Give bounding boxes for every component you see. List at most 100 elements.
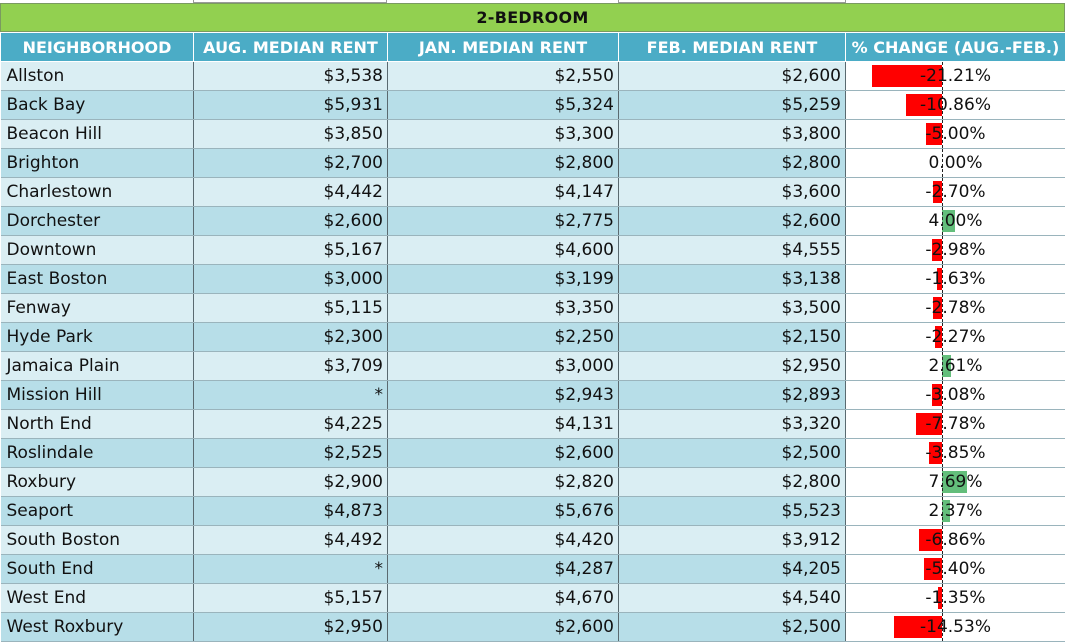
aug-rent-cell[interactable]: $4,442 [194,178,388,207]
feb-rent-cell[interactable]: $3,138 [619,265,846,294]
percent-change-cell[interactable]: -10.86% [846,91,1065,120]
aug-rent-cell[interactable]: $2,900 [194,468,388,497]
neighborhood-cell[interactable]: West End [1,584,194,613]
aug-rent-cell[interactable]: $5,157 [194,584,388,613]
aug-rent-cell[interactable]: $4,225 [194,410,388,439]
feb-rent-cell[interactable]: $2,950 [619,352,846,381]
jan-rent-cell[interactable]: $2,600 [388,613,619,642]
neighborhood-cell[interactable]: Brighton [1,149,194,178]
aug-rent-cell[interactable]: $3,850 [194,120,388,149]
jan-rent-cell[interactable]: $4,131 [388,410,619,439]
jan-rent-cell[interactable]: $4,670 [388,584,619,613]
header-percent-change[interactable]: % CHANGE (AUG.-FEB.) [846,33,1065,62]
feb-rent-cell[interactable]: $2,893 [619,381,846,410]
neighborhood-cell[interactable]: North End [1,410,194,439]
header-jan-median-rent[interactable]: JAN. MEDIAN RENT [388,33,619,62]
jan-rent-cell[interactable]: $5,324 [388,91,619,120]
feb-rent-cell[interactable]: $3,320 [619,410,846,439]
jan-rent-cell[interactable]: $2,820 [388,468,619,497]
aug-rent-cell[interactable]: $5,167 [194,236,388,265]
neighborhood-cell[interactable]: Seaport [1,497,194,526]
jan-rent-cell[interactable]: $3,199 [388,265,619,294]
feb-rent-cell[interactable]: $3,500 [619,294,846,323]
neighborhood-cell[interactable]: Beacon Hill [1,120,194,149]
percent-change-cell[interactable]: 0.00% [846,149,1065,178]
percent-change-cell[interactable]: -2.98% [846,236,1065,265]
feb-rent-cell[interactable]: $4,205 [619,555,846,584]
feb-rent-cell[interactable]: $3,800 [619,120,846,149]
percent-change-cell[interactable]: -1.63% [846,265,1065,294]
percent-change-cell[interactable]: -2.70% [846,178,1065,207]
feb-rent-cell[interactable]: $2,600 [619,207,846,236]
percent-change-cell[interactable]: -5.00% [846,120,1065,149]
neighborhood-cell[interactable]: South Boston [1,526,194,555]
feb-rent-cell[interactable]: $3,600 [619,178,846,207]
aug-rent-cell[interactable]: $3,538 [194,62,388,91]
aug-rent-cell[interactable]: $2,600 [194,207,388,236]
feb-rent-cell[interactable]: $5,259 [619,91,846,120]
jan-rent-cell[interactable]: $2,943 [388,381,619,410]
jan-rent-cell[interactable]: $2,800 [388,149,619,178]
neighborhood-cell[interactable]: Charlestown [1,178,194,207]
feb-rent-cell[interactable]: $5,523 [619,497,846,526]
percent-change-cell[interactable]: 7.69% [846,468,1065,497]
feb-rent-cell[interactable]: $2,150 [619,323,846,352]
aug-rent-cell[interactable]: $4,873 [194,497,388,526]
feb-rent-cell[interactable]: $2,800 [619,149,846,178]
percent-change-cell[interactable]: -7.78% [846,410,1065,439]
neighborhood-cell[interactable]: Allston [1,62,194,91]
aug-rent-cell[interactable]: * [194,555,388,584]
percent-change-cell[interactable]: 2.61% [846,352,1065,381]
neighborhood-cell[interactable]: Roslindale [1,439,194,468]
percent-change-cell[interactable]: -6.86% [846,526,1065,555]
percent-change-cell[interactable]: -2.27% [846,323,1065,352]
jan-rent-cell[interactable]: $4,600 [388,236,619,265]
neighborhood-cell[interactable]: Back Bay [1,91,194,120]
feb-rent-cell[interactable]: $4,540 [619,584,846,613]
jan-rent-cell[interactable]: $4,147 [388,178,619,207]
aug-rent-cell[interactable]: $2,700 [194,149,388,178]
jan-rent-cell[interactable]: $4,287 [388,555,619,584]
feb-rent-cell[interactable]: $2,800 [619,468,846,497]
aug-rent-cell[interactable]: $5,115 [194,294,388,323]
neighborhood-cell[interactable]: South End [1,555,194,584]
percent-change-cell[interactable]: 4.00% [846,207,1065,236]
jan-rent-cell[interactable]: $4,420 [388,526,619,555]
aug-rent-cell[interactable]: $5,931 [194,91,388,120]
feb-rent-cell[interactable]: $2,500 [619,613,846,642]
percent-change-cell[interactable]: -3.08% [846,381,1065,410]
feb-rent-cell[interactable]: $3,912 [619,526,846,555]
aug-rent-cell[interactable]: $4,492 [194,526,388,555]
aug-rent-cell[interactable]: * [194,381,388,410]
jan-rent-cell[interactable]: $2,250 [388,323,619,352]
percent-change-cell[interactable]: -3.85% [846,439,1065,468]
neighborhood-cell[interactable]: Roxbury [1,468,194,497]
percent-change-cell[interactable]: -2.78% [846,294,1065,323]
percent-change-cell[interactable]: -14.53% [846,613,1065,642]
aug-rent-cell[interactable]: $3,709 [194,352,388,381]
jan-rent-cell[interactable]: $5,676 [388,497,619,526]
neighborhood-cell[interactable]: Dorchester [1,207,194,236]
aug-rent-cell[interactable]: $3,000 [194,265,388,294]
neighborhood-cell[interactable]: East Boston [1,265,194,294]
jan-rent-cell[interactable]: $2,775 [388,207,619,236]
feb-rent-cell[interactable]: $4,555 [619,236,846,265]
neighborhood-cell[interactable]: Jamaica Plain [1,352,194,381]
percent-change-cell[interactable]: -5.40% [846,555,1065,584]
header-aug-median-rent[interactable]: AUG. MEDIAN RENT [194,33,388,62]
percent-change-cell[interactable]: 2.37% [846,497,1065,526]
aug-rent-cell[interactable]: $2,525 [194,439,388,468]
aug-rent-cell[interactable]: $2,300 [194,323,388,352]
jan-rent-cell[interactable]: $3,300 [388,120,619,149]
percent-change-cell[interactable]: -1.35% [846,584,1065,613]
neighborhood-cell[interactable]: West Roxbury [1,613,194,642]
jan-rent-cell[interactable]: $2,550 [388,62,619,91]
jan-rent-cell[interactable]: $3,000 [388,352,619,381]
feb-rent-cell[interactable]: $2,500 [619,439,846,468]
header-neighborhood[interactable]: NEIGHBORHOOD [1,33,194,62]
feb-rent-cell[interactable]: $2,600 [619,62,846,91]
neighborhood-cell[interactable]: Hyde Park [1,323,194,352]
neighborhood-cell[interactable]: Downtown [1,236,194,265]
aug-rent-cell[interactable]: $2,950 [194,613,388,642]
jan-rent-cell[interactable]: $2,600 [388,439,619,468]
